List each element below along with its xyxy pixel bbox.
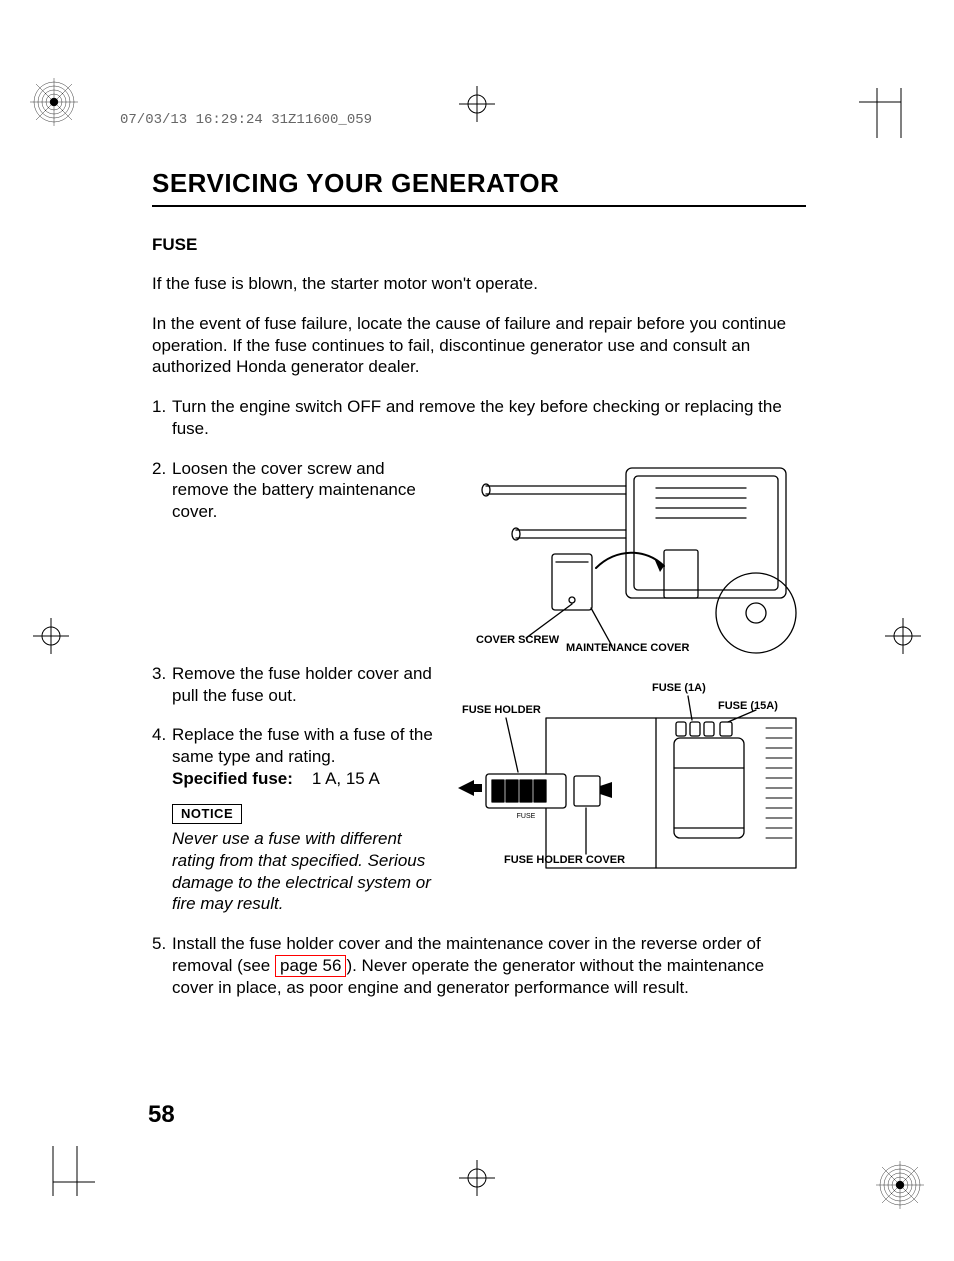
diagram-fuse-holder: FUSE (456, 678, 806, 888)
svg-text:FUSE: FUSE (517, 813, 536, 820)
notice-text: Never use a fuse with different rating f… (172, 828, 438, 915)
step-2-with-diagram: 2. Loosen the cover screw and remove the… (152, 458, 806, 916)
registration-cross-left (33, 618, 69, 659)
trim-mark-bottom-left (35, 1146, 95, 1201)
callout-fuse-holder-cover: FUSE HOLDER COVER (504, 854, 625, 867)
page-number: 58 (148, 1101, 175, 1129)
callout-maintenance-cover: MAINTENANCE COVER (566, 642, 689, 655)
title-rule (152, 205, 806, 207)
callout-fuse-holder: FUSE HOLDER (462, 704, 541, 717)
step-text: Turn the engine switch OFF and remove th… (172, 397, 782, 438)
spec-fuse-value: 1 A, 15 A (312, 769, 379, 788)
step-number: 1. (152, 396, 166, 418)
callout-fuse-15a: FUSE (15A) (718, 700, 778, 713)
steps-list: 1. Turn the engine switch OFF and remove… (152, 396, 806, 999)
step-5: 5. Install the fuse holder cover and the… (152, 933, 806, 999)
registration-cross-bottom (459, 1160, 495, 1201)
spec-fuse-label: Specified fuse: (172, 769, 293, 788)
callout-fuse-1a: FUSE (1A) (652, 682, 706, 695)
registration-rosette-top-left (30, 78, 78, 126)
intro-paragraph-1: If the fuse is blown, the starter motor … (152, 273, 806, 295)
step-text: Remove the fuse holder cover and pull th… (172, 664, 432, 705)
diagrams-column: COVER SCREW MAINTENANCE COVER (456, 458, 806, 888)
page-link-56[interactable]: page 56 (275, 955, 346, 977)
trim-mark-top-right (859, 88, 919, 143)
intro-paragraph-2: In the event of fuse failure, locate the… (152, 313, 806, 378)
notice-label: NOTICE (172, 804, 242, 825)
section-subhead: FUSE (152, 235, 806, 255)
step-number: 3. (152, 663, 166, 685)
step-number: 2. (152, 458, 166, 480)
page-title: SERVICING YOUR GENERATOR (152, 168, 806, 199)
header-timestamp: 07/03/13 16:29:24 31Z11600_059 (120, 112, 372, 128)
page-content: SERVICING YOUR GENERATOR FUSE If the fus… (152, 168, 806, 999)
step-number: 5. (152, 933, 166, 955)
registration-rosette-bottom-right (876, 1161, 924, 1209)
diagram-maintenance-cover: COVER SCREW MAINTENANCE COVER (456, 458, 806, 668)
step-text: Loosen the cover screw and remove the ba… (172, 459, 416, 522)
step-number: 4. (152, 724, 166, 746)
callout-cover-screw: COVER SCREW (476, 634, 559, 647)
registration-cross-top (459, 86, 495, 127)
step-text: Replace the fuse with a fuse of the same… (172, 725, 433, 766)
registration-cross-right (885, 618, 921, 659)
step-1: 1. Turn the engine switch OFF and remove… (152, 396, 806, 440)
